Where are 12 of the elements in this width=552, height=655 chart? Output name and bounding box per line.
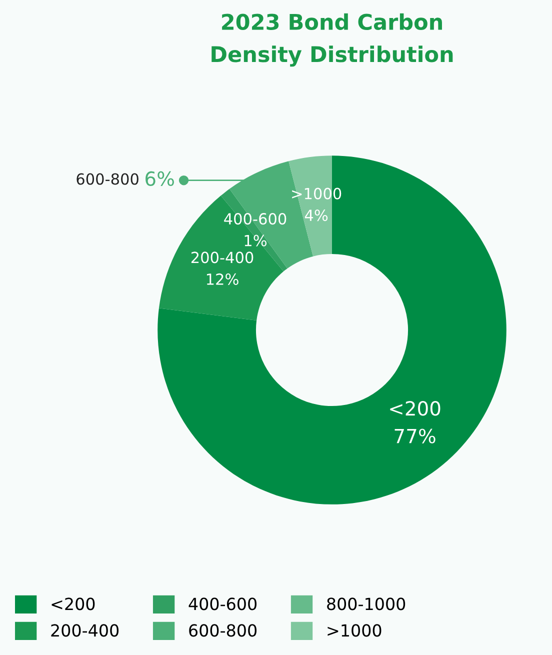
- legend-label: <200: [52, 598, 95, 610]
- legend-label: 400-600: [188, 598, 256, 610]
- text: 6%: [146, 171, 174, 186]
- legend-label: 200-400: [51, 624, 119, 637]
- text: 600-800: [76, 173, 138, 185]
- legend-label: >1000: [328, 624, 382, 637]
- legend-label: 600-800: [189, 624, 256, 637]
- data-label: <200 77%: [390, 401, 440, 444]
- data-label: 400-600 1%: [224, 213, 286, 246]
- data-label: 200-400 12%: [191, 252, 254, 285]
- chart-title: 2023 Bond Carbon Density Distribution: [212, 13, 453, 67]
- legend-label: 800-1000: [327, 598, 406, 610]
